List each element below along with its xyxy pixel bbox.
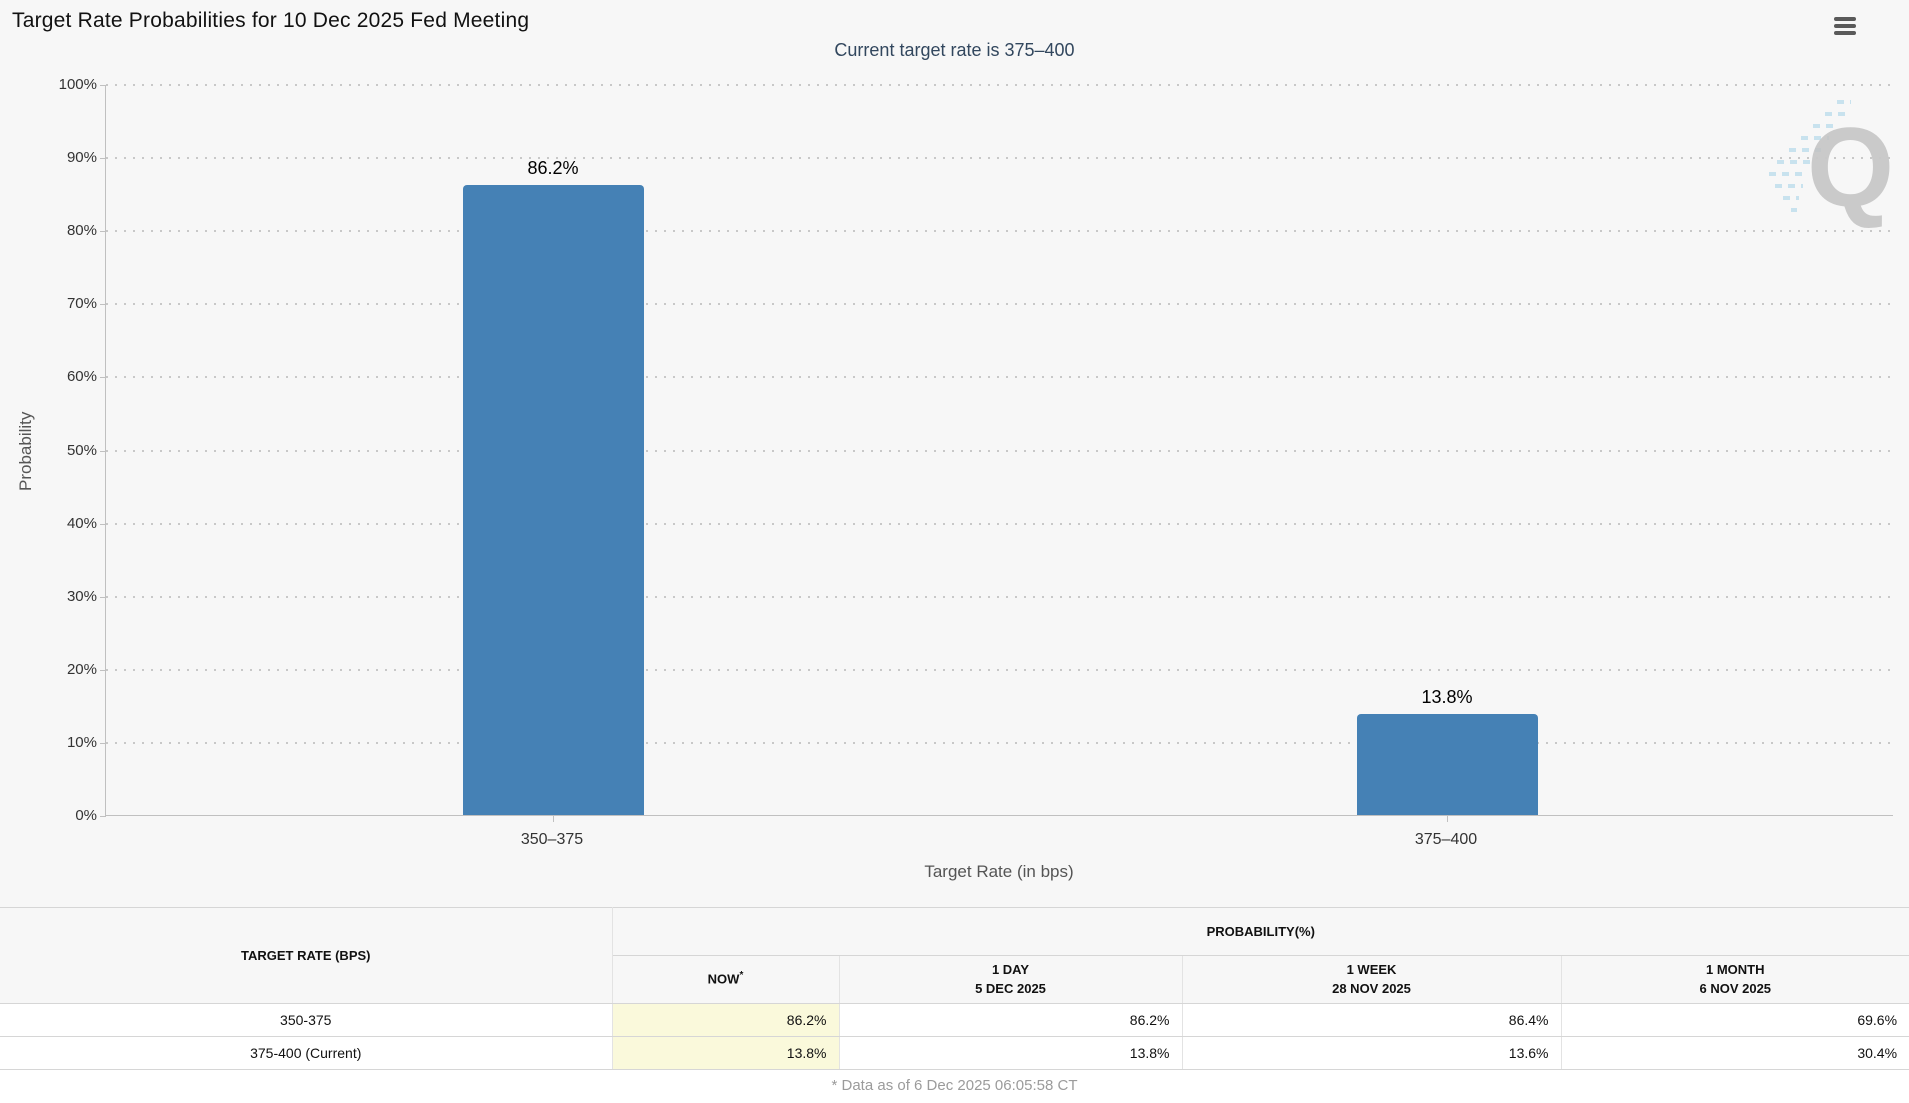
probability-table-section: TARGET RATE (BPS) PROBABILITY(%) NOW* 1 …: [0, 907, 1909, 1070]
now-value-cell: 86.2%: [611, 1003, 839, 1037]
hamburger-menu-icon[interactable]: [1834, 13, 1862, 39]
chart-title: Target Rate Probabilities for 10 Dec 202…: [12, 9, 530, 32]
now-asterisk: *: [739, 970, 744, 982]
col-header-target-rate: TARGET RATE (BPS): [0, 907, 613, 1004]
y-axis-tick: [100, 450, 106, 452]
now-value-cell: 13.8%: [611, 1036, 839, 1070]
y-tick-label: 50%: [66, 441, 97, 459]
table-row: 375-400 (Current) 13.8% 13.8% 13.6% 30.4…: [0, 1036, 1909, 1070]
plot-area: 86.2% 13.8%: [100, 84, 1893, 822]
group-header-probability: PROBABILITY(%): [611, 907, 1909, 956]
now-label: NOW: [707, 971, 740, 987]
y-axis-tick: [100, 158, 106, 160]
gridline: [106, 741, 1893, 744]
chart-subtitle: Current target rate is 375–400: [834, 40, 1075, 60]
y-axis-tick: [100, 231, 106, 233]
y-axis-tick: [100, 523, 106, 525]
y-axis-tick: [100, 816, 106, 817]
hamburger-bar: [1834, 24, 1856, 28]
y-tick-label: 40%: [66, 514, 97, 532]
col-header-1month: 1 MONTH 6 NOV 2025: [1560, 955, 1909, 1004]
chart-section: Target Rate Probabilities for 10 Dec 202…: [12, 9, 1895, 881]
x-category-label: 375–400: [1414, 831, 1478, 848]
data-as-of-note: * Data as of 6 Dec 2025 06:05:58 CT: [831, 1077, 1078, 1094]
x-category-label: 350–375: [520, 831, 584, 848]
col-header-line2: 6 NOV 2025: [1699, 980, 1772, 996]
bar-value-label: 13.8%: [1421, 687, 1473, 708]
probability-bar[interactable]: [462, 184, 644, 815]
week1-value-cell: 86.4%: [1181, 1003, 1561, 1037]
y-tick-label: 30%: [66, 587, 97, 605]
probability-table: TARGET RATE (BPS) PROBABILITY(%) NOW* 1 …: [0, 907, 1909, 1070]
gridline: [106, 84, 1893, 86]
y-tick-label: 90%: [66, 149, 97, 167]
y-tick-label: 60%: [66, 368, 97, 386]
col-header-line2: 28 NOV 2025: [1332, 980, 1411, 996]
hamburger-bar: [1834, 31, 1856, 35]
y-axis-tick: [100, 377, 106, 379]
gridline: [106, 522, 1893, 525]
y-tick-label: 80%: [66, 222, 97, 240]
gridline: [106, 376, 1893, 379]
col-header-line1: 1 WEEK: [1346, 961, 1397, 977]
col-header-line1: 1 MONTH: [1706, 961, 1765, 977]
gridline: [106, 668, 1893, 671]
col-header-now: NOW*: [612, 955, 839, 1004]
table-row: 350-375 86.2% 86.2% 86.4% 69.6%: [0, 1003, 1909, 1037]
day1-value-cell: 13.8%: [838, 1036, 1182, 1070]
x-axis-tick: [553, 816, 554, 822]
col-header-line1: 1 DAY: [991, 961, 1030, 977]
y-tick-label: 0%: [75, 807, 97, 824]
rate-cell: 375-400 (Current): [0, 1036, 612, 1070]
gridline: [106, 595, 1893, 598]
y-tick-label: 20%: [66, 660, 97, 678]
col-header-1week: 1 WEEK 28 NOV 2025: [1181, 955, 1561, 1004]
gridline: [106, 303, 1893, 306]
y-tick-label: 70%: [66, 295, 97, 313]
month1-value-cell: 30.4%: [1560, 1036, 1909, 1070]
col-header-1day: 1 DAY 5 DEC 2025: [838, 955, 1182, 1004]
x-axis-title: Target Rate (in bps): [924, 862, 1074, 881]
x-axis-tick: [1447, 816, 1448, 822]
y-axis-tick: [100, 742, 106, 744]
y-axis-tick: [100, 596, 106, 598]
y-tick-label: 10%: [66, 733, 97, 751]
y-axis-tick: [100, 669, 106, 671]
gridline: [106, 230, 1893, 233]
month1-value-cell: 69.6%: [1560, 1003, 1909, 1037]
probability-bar[interactable]: [1356, 714, 1538, 815]
y-axis-tick: [100, 85, 106, 86]
hamburger-bar: [1834, 17, 1856, 21]
bar-value-label: 86.2%: [527, 157, 579, 178]
y-axis-tick: [100, 304, 106, 306]
y-tick-label: 100%: [58, 76, 97, 93]
day1-value-cell: 86.2%: [838, 1003, 1182, 1037]
col-header-line2: 5 DEC 2025: [975, 980, 1046, 996]
gridline: [106, 157, 1893, 160]
rate-cell: 350-375: [0, 1003, 612, 1037]
week1-value-cell: 13.6%: [1181, 1036, 1561, 1070]
gridline: [106, 449, 1893, 452]
